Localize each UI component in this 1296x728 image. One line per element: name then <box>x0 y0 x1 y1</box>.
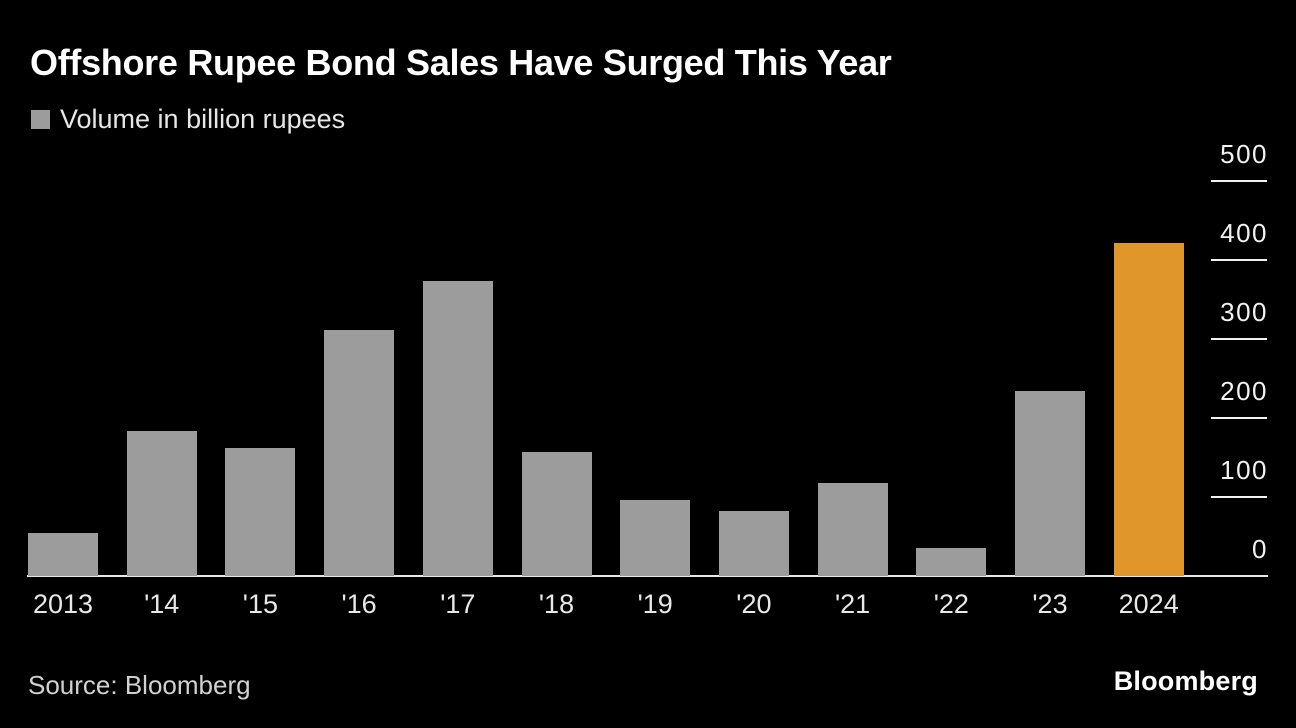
y-axis-tick-100 <box>1211 496 1267 498</box>
source-attribution: Source: Bloomberg <box>28 670 251 700</box>
y-axis-label-0: 0 <box>1252 534 1268 564</box>
x-axis-label-'16: '16 <box>341 589 377 619</box>
x-axis-label-'20: '20 <box>736 589 772 619</box>
chart-title: Offshore Rupee Bond Sales Have Surged Th… <box>30 42 892 83</box>
x-axis-label-'17: '17 <box>440 589 476 619</box>
bar-'17 <box>422 280 493 576</box>
y-axis-label-300: 300 <box>1220 297 1268 327</box>
x-axis-label-'15: '15 <box>242 589 278 619</box>
bar-2013 <box>28 532 98 576</box>
x-axis-label-2013: 2013 <box>32 589 94 619</box>
bar-'19 <box>620 500 691 576</box>
bar-'21 <box>817 482 888 576</box>
legend-swatch-icon <box>31 109 50 129</box>
y-axis-tick-500 <box>1211 180 1267 182</box>
x-axis-label-'21: '21 <box>835 589 871 619</box>
bar-'15 <box>225 448 296 576</box>
legend: Volume in billion rupees <box>31 103 345 135</box>
x-axis-baseline <box>27 575 1268 577</box>
bar-2024 <box>1113 243 1184 576</box>
bar-'23 <box>1015 391 1085 576</box>
y-axis-tick-400 <box>1211 259 1267 261</box>
y-axis-label-100: 100 <box>1220 455 1268 485</box>
y-axis-label-500: 500 <box>1220 139 1268 169</box>
y-axis-label-200: 200 <box>1220 376 1268 406</box>
bar-'18 <box>521 451 592 576</box>
x-axis-label-'18: '18 <box>538 589 575 619</box>
bar-'22 <box>916 548 987 576</box>
y-axis-tick-300 <box>1211 338 1267 340</box>
y-axis-tick-200 <box>1211 417 1267 419</box>
bar-'14 <box>126 431 197 576</box>
y-axis-label-400: 400 <box>1220 218 1268 248</box>
x-axis-label-2024: 2024 <box>1118 589 1179 619</box>
x-axis-label-'23: '23 <box>1032 589 1068 619</box>
x-axis-label-'14: '14 <box>144 589 180 619</box>
x-axis-label-'22: '22 <box>933 589 969 619</box>
bloomberg-logo: Bloomberg <box>1113 666 1258 696</box>
bar-'20 <box>718 511 789 576</box>
bar-'16 <box>324 330 395 576</box>
legend-label: Volume in billion rupees <box>60 103 346 134</box>
x-axis-label-'19: '19 <box>637 589 673 619</box>
